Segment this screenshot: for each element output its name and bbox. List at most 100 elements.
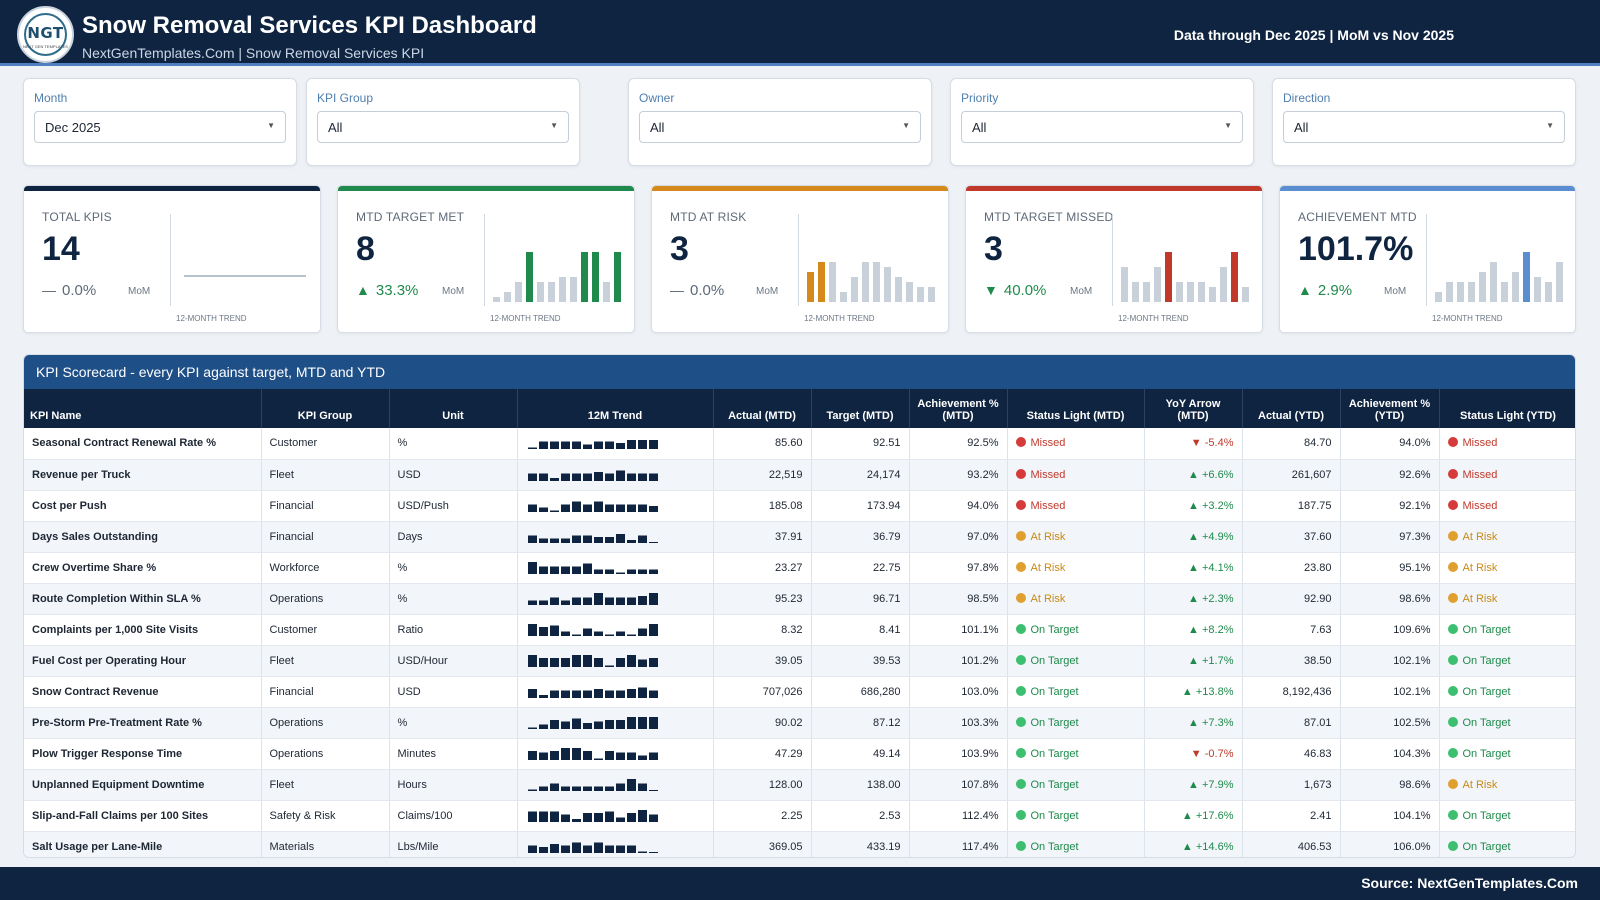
trend-bar xyxy=(626,845,636,853)
trend-cell xyxy=(517,769,714,801)
table-row[interactable]: Slip-and-Fall Claims per 100 Sites Safety… xyxy=(24,800,1575,832)
trend-bar xyxy=(571,473,581,481)
trend-bar xyxy=(527,811,537,822)
status-light-cell: On Target xyxy=(1007,707,1145,739)
status-light-cell: Missed xyxy=(1007,428,1145,460)
col-header-status-ytd[interactable]: Status Light (YTD) xyxy=(1439,389,1575,428)
yoy-value: +7.3% xyxy=(1202,716,1234,729)
trend-bar xyxy=(593,786,603,791)
trend-bar xyxy=(549,510,559,512)
kpi-name-cell: Crew Overtime Share % xyxy=(24,552,262,584)
trend-bar xyxy=(604,536,614,543)
status-text: At Risk xyxy=(1462,530,1498,543)
achievement-ytd-cell: 92.6% xyxy=(1340,459,1440,491)
col-header-yoy[interactable]: YoY Arrow (MTD) xyxy=(1144,389,1243,428)
card-achievement-mtd: ACHIEVEMENT MTD 101.7% ▲ 2.9% MoM 12-MONT… xyxy=(1279,185,1576,333)
table-row[interactable]: Complaints per 1,000 Site Visits Customer… xyxy=(24,614,1575,646)
card-change-value: 40.0% xyxy=(1003,282,1047,299)
table-row[interactable]: Pre-Storm Pre-Treatment Rate % Operations… xyxy=(24,707,1575,739)
status-light-cell: On Target xyxy=(1439,800,1575,832)
status-dot-icon xyxy=(1015,747,1026,758)
table-row[interactable]: Fuel Cost per Operating Hour Fleet USD/Hou… xyxy=(24,645,1575,677)
target-mtd-cell: 2.53 xyxy=(811,800,910,832)
table-row[interactable]: Seasonal Contract Renewal Rate % Customer… xyxy=(24,428,1575,460)
col-header-achievement-mtd[interactable]: Achievement % (MTD) xyxy=(909,389,1008,428)
status-dot-icon xyxy=(1015,623,1026,634)
trend-bar xyxy=(560,566,570,574)
col-header-actual-ytd[interactable]: Actual (YTD) xyxy=(1242,389,1341,428)
table-row[interactable]: Days Sales Outstanding Financial Days 37.91… xyxy=(24,521,1575,553)
trend-bar xyxy=(538,657,548,667)
month-select[interactable]: Dec 2025 ▼ xyxy=(34,111,286,143)
col-header-trend[interactable]: 12M Trend xyxy=(517,389,714,428)
table-row[interactable]: Snow Contract Revenue Financial USD 707,026… xyxy=(24,676,1575,708)
row-sparkline xyxy=(527,842,658,853)
achievement-ytd-cell: 95.1% xyxy=(1340,552,1440,584)
trend-bar xyxy=(648,505,658,512)
status-text: On Target xyxy=(1462,654,1511,667)
achievement-ytd-cell: 97.3% xyxy=(1340,521,1440,553)
card-label: MTD TARGET MET xyxy=(356,210,465,224)
table-row[interactable]: Route Completion Within SLA % Operations%… xyxy=(24,583,1575,615)
col-header-kpi-group[interactable]: KPI Group xyxy=(261,389,390,428)
actual-mtd-cell: 47.29 xyxy=(713,738,812,770)
achievement-ytd-cell: 92.1% xyxy=(1340,490,1440,522)
sparkline-bar xyxy=(1198,282,1205,302)
kpi-name-cell: Complaints per 1,000 Site Visits xyxy=(24,614,262,646)
kpi-name-cell: Salt Usage per Lane-Mile xyxy=(24,831,262,857)
trend-bar xyxy=(626,752,636,760)
col-header-unit[interactable]: Unit xyxy=(389,389,518,428)
sparkline-bar xyxy=(548,282,555,302)
table-row[interactable]: Unplanned Equipment Downtime Fleet Hours 12… xyxy=(24,769,1575,801)
trend-up-icon: ▲ xyxy=(1298,282,1312,298)
card-change-value: 2.9% xyxy=(1317,282,1353,299)
trend-cell xyxy=(517,521,714,553)
direction-select[interactable]: All ▼ xyxy=(1283,111,1565,143)
table-row[interactable]: Crew Overtime Share % Workforce% 23.27 22.7… xyxy=(24,552,1575,584)
row-sparkline xyxy=(527,623,658,636)
col-header-target-mtd[interactable]: Target (MTD) xyxy=(811,389,910,428)
table-row[interactable]: Cost per Push Financial USD/Push 185.08 173.… xyxy=(24,490,1575,522)
achievement-ytd-cell: 104.3% xyxy=(1340,738,1440,770)
sparkline-bar xyxy=(917,287,924,302)
yoy-value: +4.1% xyxy=(1202,561,1234,574)
priority-select[interactable]: All ▼ xyxy=(961,111,1243,143)
trend-bar xyxy=(538,507,548,512)
table-row[interactable]: Salt Usage per Lane-Mile Materials Lbs/Mil… xyxy=(24,831,1575,857)
arrow-up-icon: ▲ xyxy=(1188,778,1202,791)
select-value: All xyxy=(972,120,987,135)
yoy-cell: ▲ +2.3% xyxy=(1144,583,1243,615)
trend-bar xyxy=(571,747,581,760)
status-dot-icon xyxy=(1447,530,1458,541)
table-row[interactable]: Plow Trigger Response Time Operations Minu… xyxy=(24,738,1575,770)
sparkline-bar xyxy=(1457,282,1464,302)
kpi-group-cell: Operations xyxy=(261,738,390,770)
trend-bar xyxy=(538,441,548,450)
trend-bar xyxy=(560,441,570,450)
arrow-up-icon: ▲ xyxy=(1188,530,1202,543)
yoy-cell: ▲ +6.6% xyxy=(1144,459,1243,491)
trend-down-icon: ▼ xyxy=(984,282,998,298)
card-value: 3 xyxy=(984,230,1003,268)
col-header-kpi-name[interactable]: KPI Name xyxy=(24,389,262,428)
kpi-group-cell: Fleet xyxy=(261,645,390,677)
target-mtd-cell: 686,280 xyxy=(811,676,910,708)
col-header-actual-mtd[interactable]: Actual (MTD) xyxy=(713,389,812,428)
status-light-cell: At Risk xyxy=(1439,583,1575,615)
yoy-value: +14.6% xyxy=(1195,840,1234,853)
yoy-cell: ▲ +14.6% xyxy=(1144,831,1243,857)
status-text: At Risk xyxy=(1462,592,1498,605)
status-dot-icon xyxy=(1015,468,1026,479)
table-row[interactable]: Revenue per Truck Fleet USD 22,519 24,174 93.… xyxy=(24,459,1575,491)
actual-ytd-cell: 92.90 xyxy=(1242,583,1341,615)
kpi-scorecard: KPI Scorecard - every KPI against target… xyxy=(23,354,1576,858)
col-header-achievement-ytd[interactable]: Achievement % (YTD) xyxy=(1340,389,1440,428)
trend-up-icon: ▲ xyxy=(356,282,370,298)
row-sparkline xyxy=(527,561,658,574)
trend-bar xyxy=(604,750,614,760)
trend-bar xyxy=(637,473,647,481)
trend-bar xyxy=(549,750,559,760)
col-header-status-mtd[interactable]: Status Light (MTD) xyxy=(1007,389,1145,428)
owner-select[interactable]: All ▼ xyxy=(639,111,921,143)
kpi-group-select[interactable]: All ▼ xyxy=(317,111,569,143)
